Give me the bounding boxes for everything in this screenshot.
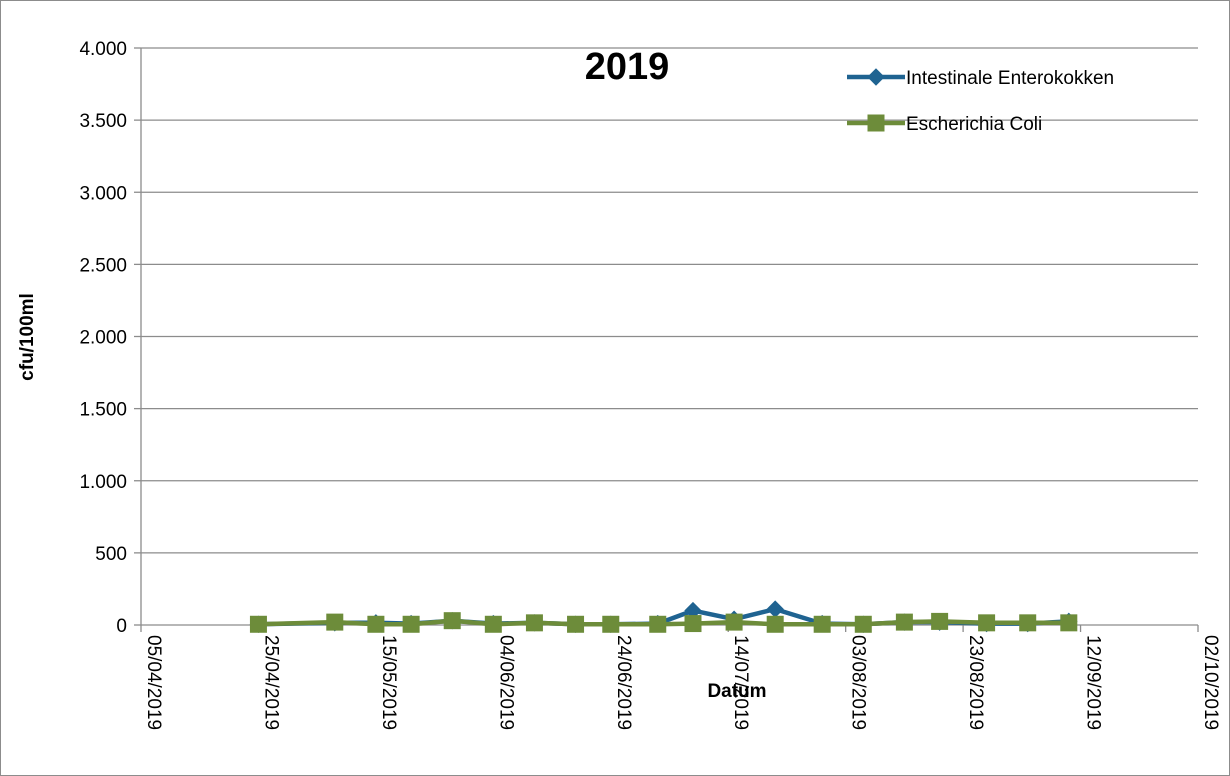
axes bbox=[134, 47, 1199, 632]
x-tick-label: 05/04/2019 bbox=[143, 635, 164, 730]
y-tick-label: 1.500 bbox=[79, 400, 127, 421]
legend-label: Intestinale Enterokokken bbox=[906, 68, 1114, 89]
data-point bbox=[602, 615, 620, 633]
data-point bbox=[443, 612, 461, 630]
x-tick-label: 15/05/2019 bbox=[378, 635, 399, 730]
x-tick-label: 24/06/2019 bbox=[613, 635, 634, 730]
gridlines bbox=[141, 47, 1198, 554]
series-1 bbox=[249, 612, 1078, 633]
data-point bbox=[402, 615, 420, 633]
legend-entry: Intestinale Enterokokken bbox=[847, 68, 1114, 89]
data-point bbox=[1060, 614, 1078, 632]
y-axis-title: cfu/100ml bbox=[17, 293, 38, 381]
data-point bbox=[367, 615, 385, 633]
x-tick-label: 12/09/2019 bbox=[1083, 635, 1104, 730]
x-tick-label: 02/10/2019 bbox=[1200, 635, 1221, 730]
data-point bbox=[895, 613, 913, 631]
x-tick-label: 14/07/2019 bbox=[730, 635, 751, 730]
x-tick-label: 23/08/2019 bbox=[965, 635, 986, 730]
y-tick-label: 2.500 bbox=[79, 255, 127, 276]
y-tick-label: 3.000 bbox=[79, 183, 127, 204]
legend-marker bbox=[867, 68, 885, 86]
data-point bbox=[684, 615, 702, 633]
data-point bbox=[1019, 614, 1037, 632]
y-tick-labels: 0 500 1.000 1.500 2.000 2.500 3.000 3.500 4.000 bbox=[79, 39, 127, 637]
data-point bbox=[249, 615, 267, 633]
y-tick-label: 1.000 bbox=[79, 472, 127, 493]
data-point bbox=[326, 613, 344, 631]
series bbox=[249, 600, 1078, 633]
x-tick-label: 04/06/2019 bbox=[495, 635, 516, 730]
data-point bbox=[567, 615, 585, 633]
chart-title: 2019 bbox=[585, 46, 670, 88]
y-tick-label: 4.000 bbox=[79, 39, 127, 60]
x-tick-label: 25/04/2019 bbox=[260, 635, 281, 730]
data-point bbox=[854, 615, 872, 633]
x-tick-labels: 05/04/2019 25/04/2019 15/05/2019 04/06/2019… bbox=[143, 635, 1221, 730]
legend-marker bbox=[867, 114, 885, 132]
data-point bbox=[931, 612, 949, 630]
data-point bbox=[766, 615, 784, 633]
y-tick-label: 3.500 bbox=[79, 111, 127, 132]
data-point bbox=[525, 614, 543, 632]
y-tick-label: 500 bbox=[95, 544, 127, 565]
data-point bbox=[484, 615, 502, 633]
legend-label: Escherichia Coli bbox=[906, 114, 1042, 135]
legend: Intestinale Enterokokken Escherichia Coli bbox=[847, 68, 1114, 135]
data-point bbox=[725, 613, 743, 631]
y-tick-label: 0 bbox=[116, 616, 127, 637]
data-point bbox=[766, 600, 784, 618]
data-point bbox=[978, 614, 996, 632]
data-point bbox=[649, 615, 667, 633]
y-tick-label: 2.000 bbox=[79, 328, 127, 349]
legend-entry: Escherichia Coli bbox=[847, 114, 1042, 135]
x-axis-title: Datum bbox=[707, 681, 766, 702]
x-tick-label: 03/08/2019 bbox=[848, 635, 869, 730]
data-point bbox=[813, 615, 831, 633]
